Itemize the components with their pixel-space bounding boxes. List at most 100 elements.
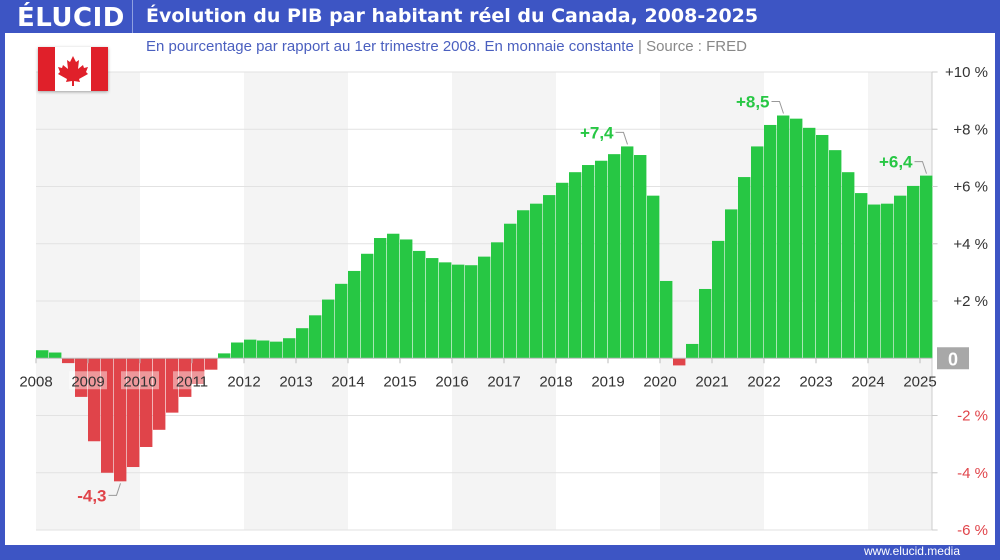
bar bbox=[75, 358, 88, 397]
data-label: -4,3 bbox=[77, 486, 106, 505]
bar bbox=[686, 343, 699, 359]
bar bbox=[166, 358, 179, 413]
y-tick-label: +2 % bbox=[953, 293, 988, 310]
bar bbox=[621, 146, 634, 359]
y-tick-label: -6 % bbox=[957, 522, 988, 539]
x-tick-label: 2008 bbox=[19, 373, 52, 390]
x-tick-label: 2019 bbox=[591, 373, 624, 390]
bar bbox=[881, 203, 894, 359]
zero-badge bbox=[937, 347, 969, 370]
source-label: Source : FRED bbox=[646, 38, 747, 55]
bar bbox=[569, 172, 582, 359]
data-label: +8,5 bbox=[736, 93, 770, 112]
bar bbox=[556, 182, 569, 359]
bar bbox=[803, 127, 816, 359]
bar bbox=[595, 160, 608, 359]
chart-subtitle: En pourcentage par rapport au 1er trimes… bbox=[146, 38, 747, 55]
bar bbox=[920, 175, 933, 359]
y-tick-label: +6 % bbox=[953, 179, 988, 196]
bar bbox=[127, 358, 140, 468]
bar bbox=[179, 358, 192, 397]
bar bbox=[647, 195, 660, 359]
subtitle-text: En pourcentage par rapport au 1er trimes… bbox=[146, 38, 634, 55]
elucid-logo: ÉLUCID bbox=[17, 3, 125, 33]
x-tick-label: 2012 bbox=[227, 373, 260, 390]
year-label-backdrop bbox=[121, 371, 159, 390]
bar bbox=[517, 210, 530, 359]
bar bbox=[257, 340, 270, 359]
bar bbox=[777, 115, 790, 359]
bar bbox=[712, 240, 725, 359]
bar bbox=[608, 154, 621, 359]
x-tick-label: 2016 bbox=[435, 373, 468, 390]
header-divider bbox=[132, 0, 133, 33]
bar bbox=[699, 288, 712, 359]
bar bbox=[907, 185, 920, 359]
y-tick-label: +10 % bbox=[945, 64, 988, 81]
website-link[interactable]: www.elucid.media bbox=[863, 544, 960, 558]
annotation-leader bbox=[615, 131, 628, 145]
bar bbox=[114, 358, 127, 482]
bar bbox=[439, 262, 452, 359]
y-tick-label: +8 % bbox=[953, 121, 988, 138]
data-label: +7,4 bbox=[580, 123, 614, 142]
bar bbox=[634, 155, 647, 359]
bar bbox=[153, 358, 166, 430]
x-tick-label: 2017 bbox=[487, 373, 520, 390]
bar bbox=[374, 238, 387, 359]
x-tick-label: 2022 bbox=[747, 373, 780, 390]
bar bbox=[192, 358, 205, 385]
bar bbox=[426, 258, 439, 359]
bar bbox=[478, 256, 491, 359]
bar bbox=[335, 283, 348, 359]
x-tick-label: 2024 bbox=[851, 373, 884, 390]
bar bbox=[387, 233, 400, 359]
subtitle-separator: | bbox=[637, 38, 642, 55]
bar bbox=[88, 358, 101, 442]
x-tick-label: 2010 bbox=[123, 373, 156, 390]
bar bbox=[244, 339, 257, 359]
bar bbox=[894, 195, 907, 359]
data-label: +6,4 bbox=[879, 153, 913, 172]
bar bbox=[582, 165, 595, 359]
bar bbox=[504, 223, 517, 359]
x-tick-label: 2018 bbox=[539, 373, 572, 390]
bar bbox=[231, 342, 244, 359]
x-tick-label: 2020 bbox=[643, 373, 676, 390]
bar bbox=[764, 124, 777, 359]
bar bbox=[101, 358, 114, 473]
bar bbox=[205, 358, 218, 370]
bar bbox=[543, 195, 556, 359]
bar bbox=[322, 299, 335, 359]
bar bbox=[218, 353, 231, 359]
bar bbox=[465, 265, 478, 359]
bar bbox=[400, 239, 413, 359]
bar bbox=[36, 350, 49, 359]
canada-flag-icon bbox=[38, 47, 108, 91]
x-tick-label: 2009 bbox=[71, 373, 104, 390]
y-tick-label: +4 % bbox=[953, 236, 988, 253]
annotation-leader bbox=[914, 161, 927, 174]
bar bbox=[348, 270, 361, 359]
annotation-leader bbox=[771, 101, 784, 114]
bar bbox=[270, 341, 283, 359]
bar bbox=[842, 172, 855, 359]
x-tick-label: 2014 bbox=[331, 373, 364, 390]
bar bbox=[283, 338, 296, 359]
bar bbox=[673, 358, 686, 366]
bar bbox=[49, 352, 62, 359]
annotation-leader bbox=[108, 483, 121, 496]
x-tick-label: 2015 bbox=[383, 373, 416, 390]
bar bbox=[296, 328, 309, 359]
y-tick-label: 0 bbox=[948, 349, 958, 369]
bar bbox=[140, 358, 153, 447]
y-tick-label: -2 % bbox=[957, 408, 988, 425]
bar bbox=[738, 177, 751, 359]
x-tick-label: 2011 bbox=[176, 373, 208, 390]
bar bbox=[530, 203, 543, 359]
bar bbox=[868, 204, 881, 359]
bar bbox=[829, 150, 842, 359]
y-tick-label: -4 % bbox=[957, 465, 988, 482]
x-tick-label: 2013 bbox=[279, 373, 312, 390]
